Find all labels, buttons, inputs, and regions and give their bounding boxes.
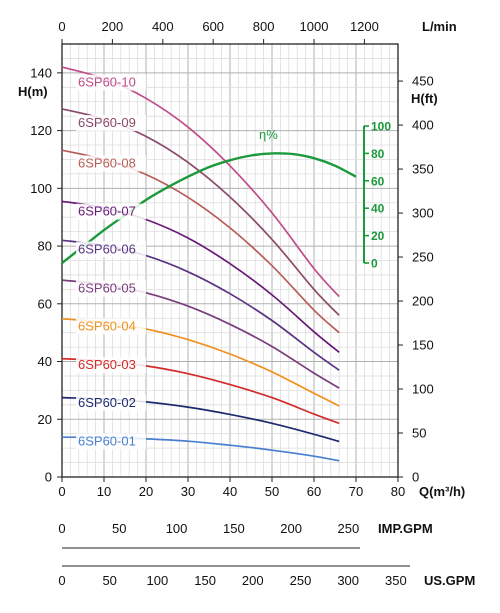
grid bbox=[61, 43, 399, 478]
top-axis-tick-label: 400 bbox=[152, 19, 174, 34]
left-axis-tick-label: 0 bbox=[45, 470, 52, 485]
top-axis-tick-label: 1000 bbox=[300, 19, 329, 34]
efficiency-axis-tick-label: 40 bbox=[371, 202, 385, 216]
efficiency-curve-line bbox=[61, 152, 357, 264]
left-axis-tick-label: 140 bbox=[30, 65, 52, 80]
series-label-background bbox=[76, 155, 146, 172]
efficiency-axis-tick-label: 60 bbox=[371, 174, 385, 188]
right-axis-tick-label: 300 bbox=[412, 206, 434, 221]
left-axis-tick-label: 100 bbox=[30, 181, 52, 196]
us-gpm-tick-label: 0 bbox=[58, 573, 65, 588]
series-label-background bbox=[76, 74, 146, 91]
right-axis-tick-label: 200 bbox=[412, 294, 434, 309]
top-axis: L/min 0 200 400 600 800 1000 1200 bbox=[58, 19, 457, 44]
bottom-axis-tick-label: 30 bbox=[181, 484, 195, 499]
us-gpm-tick-label: 250 bbox=[290, 573, 312, 588]
bottom-axis-tick-label: 0 bbox=[58, 484, 65, 499]
top-axis-tick-label: 1200 bbox=[350, 19, 379, 34]
bottom-axis-tick-label: 60 bbox=[307, 484, 321, 499]
series-labels: 6SP60-01 6SP60-02 6SP60-03 6SP60-04 6SP60-05… bbox=[76, 74, 146, 450]
left-axis-tick-label: 120 bbox=[30, 123, 52, 138]
us-gpm-tick-label: 50 bbox=[102, 573, 116, 588]
bottom-axis-unit: Q(m³/h) bbox=[419, 484, 465, 499]
top-axis-tick-label: 600 bbox=[202, 19, 224, 34]
imp-gpm-tick-label: 100 bbox=[166, 521, 188, 536]
right-axis-tick-label: 350 bbox=[412, 162, 434, 177]
series-label: 6SP60-05 bbox=[78, 280, 136, 295]
imp-gpm-unit: IMP.GPM bbox=[378, 521, 433, 536]
bottom-axis-tick-label: 20 bbox=[139, 484, 153, 499]
imp-gpm-tick-label: 200 bbox=[280, 521, 302, 536]
right-axis-tick-label: 450 bbox=[412, 74, 434, 89]
series-label: 6SP60-10 bbox=[78, 75, 136, 90]
series-label-background bbox=[76, 356, 146, 373]
imp-gpm-tick-label: 50 bbox=[112, 521, 126, 536]
us-gpm-tick-label: 100 bbox=[147, 573, 169, 588]
left-axis-tick-label: 80 bbox=[38, 239, 52, 254]
left-axis-tick-label: 40 bbox=[38, 354, 52, 369]
right-axis-tick-label: 0 bbox=[412, 470, 419, 485]
imp-gpm-tick-label: 150 bbox=[223, 521, 245, 536]
top-axis-tick-label: 0 bbox=[58, 19, 65, 34]
right-axis-tick-label: 150 bbox=[412, 338, 434, 353]
series-label: 6SP60-09 bbox=[78, 115, 136, 130]
left-axis: H(m) 0 20 40 60 80 100 120 140 bbox=[18, 65, 62, 485]
imp-gpm-axis: IMP.GPM 0 50 100 150 200 250 bbox=[58, 521, 433, 549]
series-label: 6SP60-02 bbox=[78, 395, 136, 410]
bottom-axis: Q(m³/h) 0 10 20 30 40 50 60 70 80 bbox=[58, 477, 465, 499]
series-label-background bbox=[76, 280, 146, 297]
top-axis-tick-label: 800 bbox=[253, 19, 275, 34]
bottom-axis-tick-label: 50 bbox=[265, 484, 279, 499]
efficiency-axis-tick-label: 0 bbox=[371, 257, 378, 271]
us-gpm-unit: US.GPM bbox=[424, 573, 475, 588]
left-axis-unit: H(m) bbox=[18, 84, 48, 99]
top-axis-unit: L/min bbox=[422, 19, 457, 34]
right-axis-unit: H(ft) bbox=[411, 91, 438, 106]
efficiency-axis-tick-label: 100 bbox=[371, 120, 391, 134]
right-axis: H(ft) 0 50 100 150 200 250 300 350 400 450 bbox=[398, 74, 438, 485]
us-gpm-tick-label: 300 bbox=[337, 573, 359, 588]
series-label-background bbox=[76, 115, 146, 132]
efficiency-axis: 0 20 40 60 80 100 bbox=[363, 120, 391, 271]
right-axis-tick-label: 400 bbox=[412, 118, 434, 133]
series-label: 6SP60-06 bbox=[78, 241, 136, 256]
efficiency-axis-tick-label: 20 bbox=[371, 229, 385, 243]
us-gpm-tick-label: 200 bbox=[242, 573, 264, 588]
us-gpm-tick-label: 350 bbox=[385, 573, 407, 588]
series-label-background bbox=[76, 395, 146, 412]
left-axis-tick-label: 20 bbox=[38, 412, 52, 427]
top-axis-tick-label: 200 bbox=[102, 19, 124, 34]
series-label: 6SP60-04 bbox=[78, 318, 136, 333]
bottom-axis-tick-label: 70 bbox=[349, 484, 363, 499]
series-label-background bbox=[76, 203, 146, 220]
us-gpm-axis: US.GPM 0 50 100 150 200 250 300 350 bbox=[58, 565, 475, 588]
right-axis-tick-label: 50 bbox=[412, 426, 426, 441]
series-label: 6SP60-01 bbox=[78, 433, 136, 448]
bottom-axis-tick-label: 80 bbox=[391, 484, 405, 499]
bottom-axis-tick-label: 40 bbox=[223, 484, 237, 499]
series-label: 6SP60-08 bbox=[78, 155, 136, 170]
efficiency-curve: η% bbox=[61, 127, 357, 264]
series-label-background bbox=[76, 318, 146, 335]
efficiency-axis-tick-label: 80 bbox=[371, 147, 385, 161]
bottom-axis-tick-label: 10 bbox=[97, 484, 111, 499]
series-label-background bbox=[76, 241, 146, 258]
imp-gpm-tick-label: 250 bbox=[338, 521, 360, 536]
right-axis-tick-label: 100 bbox=[412, 382, 434, 397]
imp-gpm-tick-label: 0 bbox=[58, 521, 65, 536]
series-label: 6SP60-03 bbox=[78, 357, 136, 372]
us-gpm-tick-label: 150 bbox=[194, 573, 216, 588]
efficiency-label: η% bbox=[259, 127, 278, 142]
series-label-background bbox=[76, 433, 146, 450]
series-label: 6SP60-07 bbox=[78, 204, 136, 219]
left-axis-tick-label: 60 bbox=[38, 296, 52, 311]
right-axis-tick-label: 250 bbox=[412, 250, 434, 265]
